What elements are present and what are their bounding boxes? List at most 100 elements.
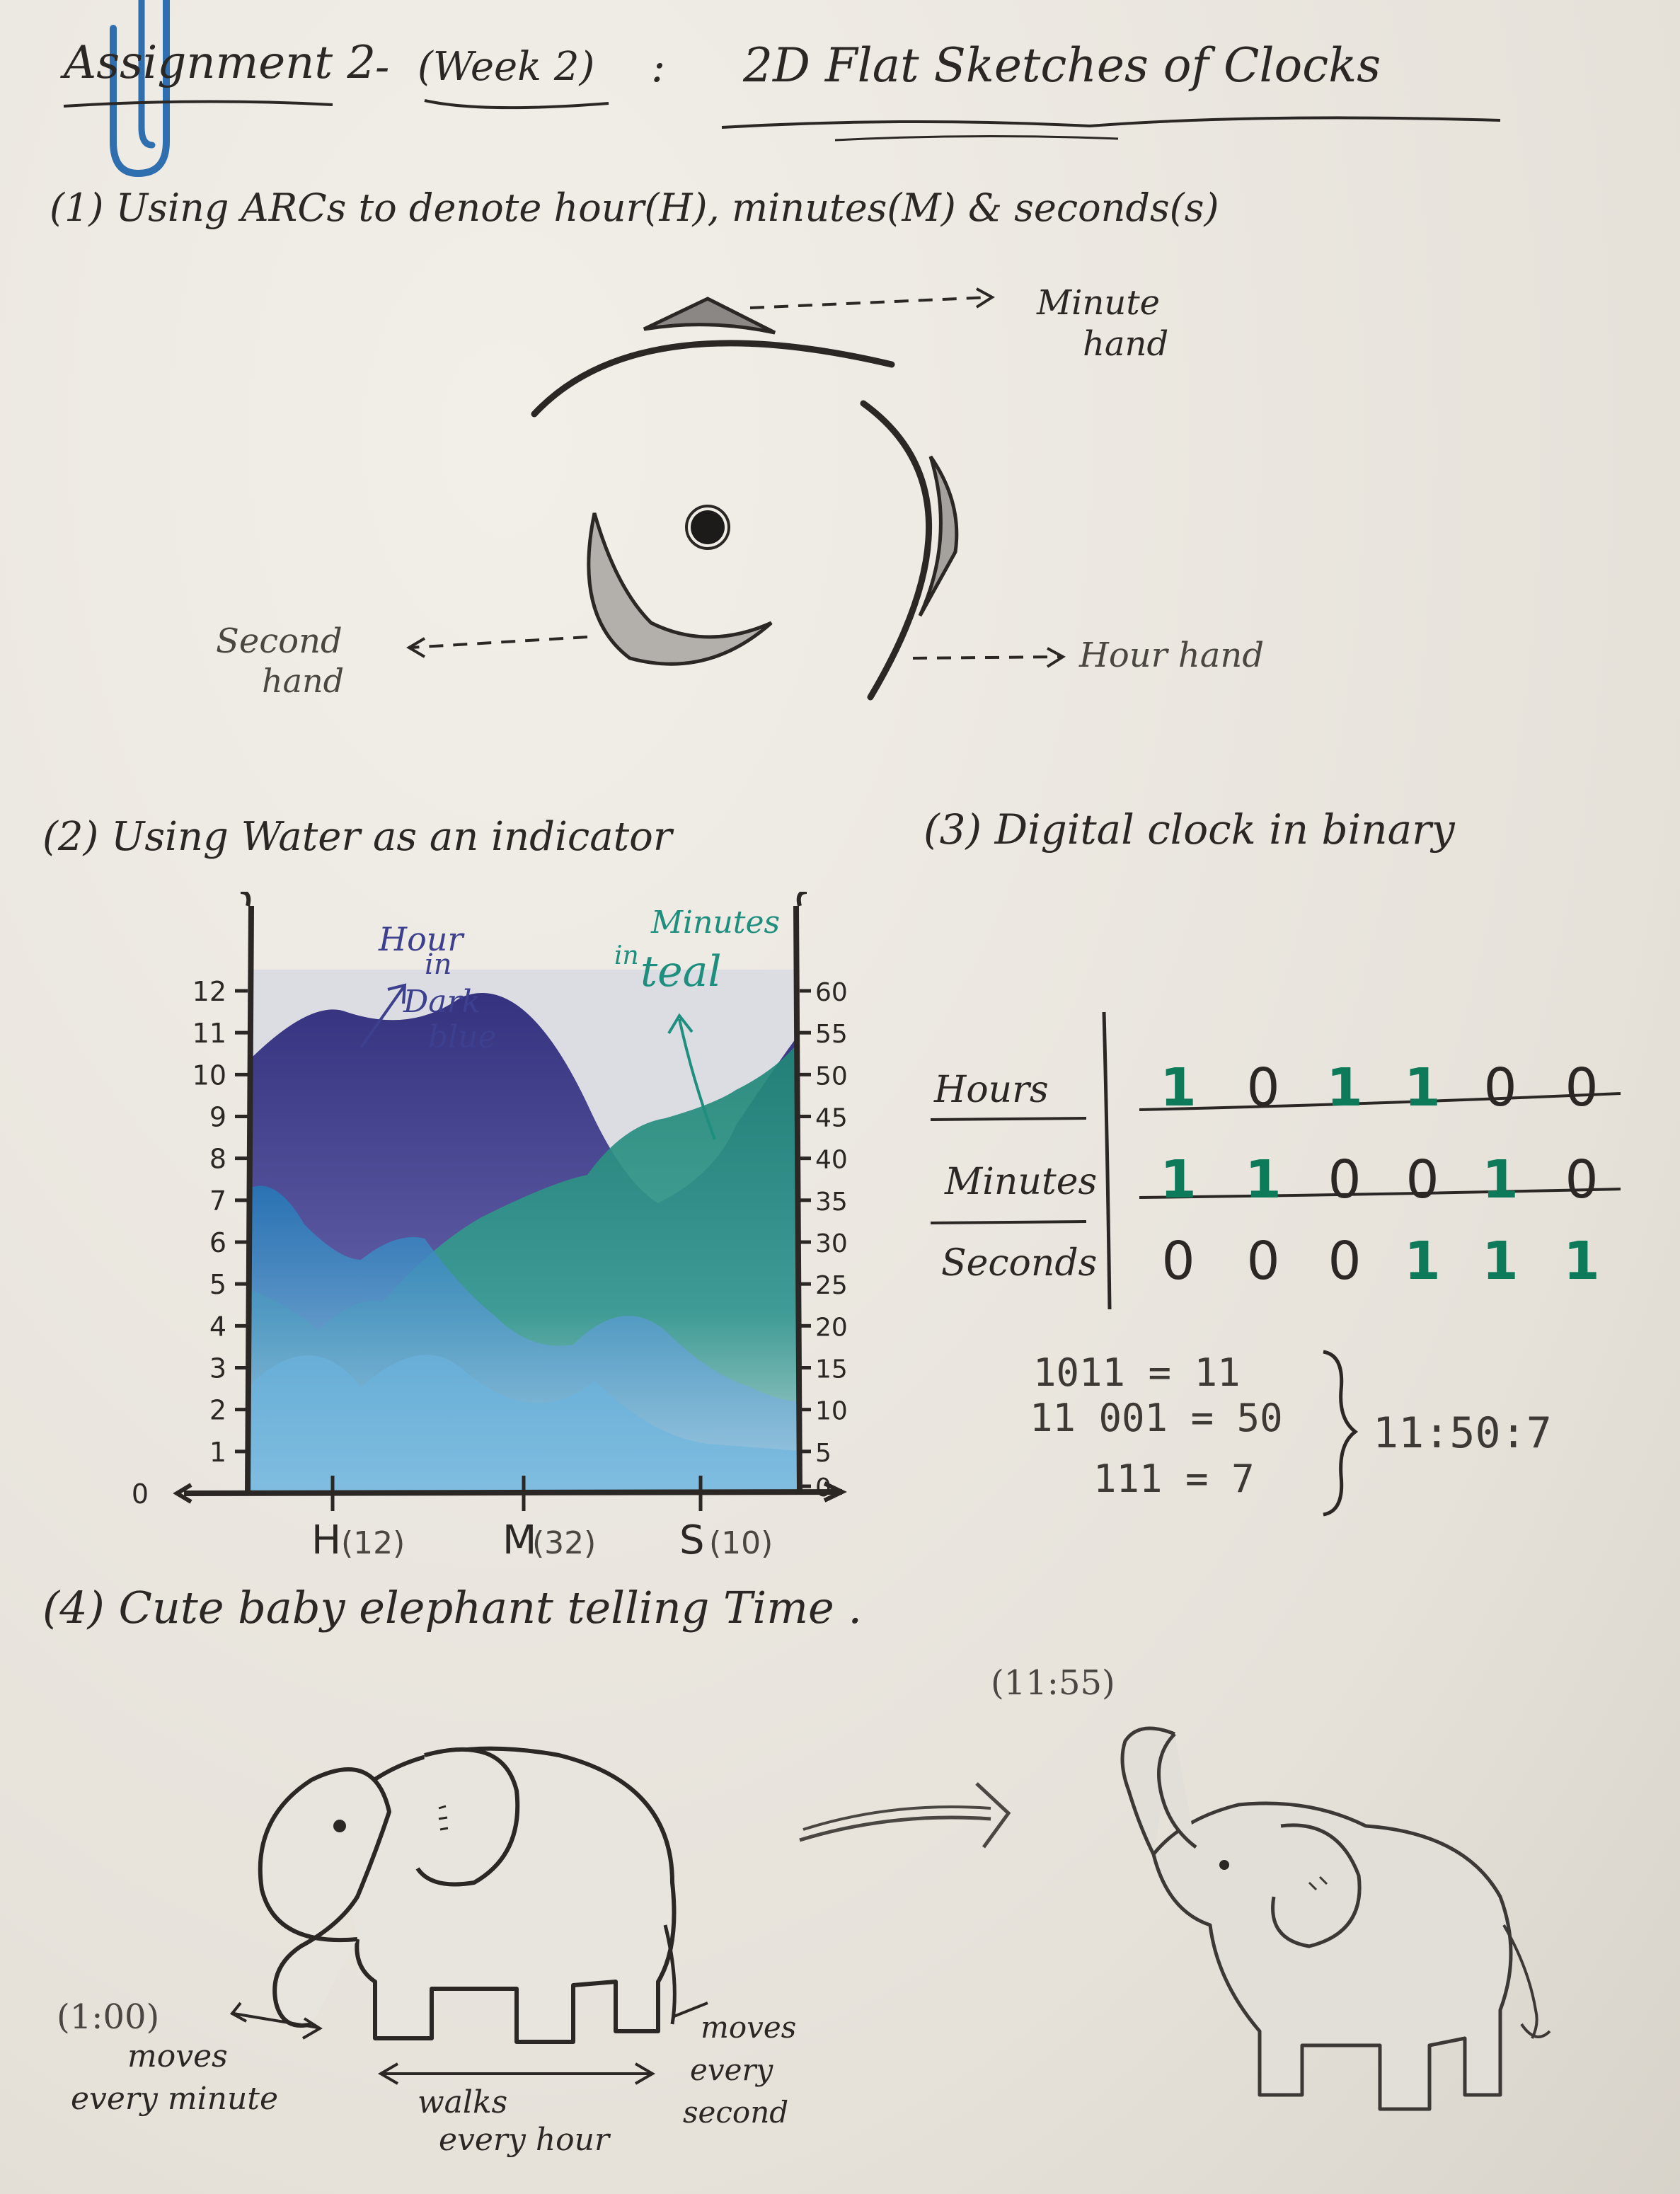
elephant-walking-sketch [258,1746,677,2044]
hour-note-4: blue [428,1019,497,1055]
section-3-heading: (3) Digital clock in binary [924,805,1455,854]
x-axis-value-label: (10) [709,1525,773,1561]
binary-digit: 1 [1326,1057,1363,1118]
binary-digit: 1 [1404,1057,1441,1118]
x-axis-category-label: S [679,1517,705,1563]
right-axis-tick-label: 55 [815,1020,848,1049]
hour-note-3: Dark [403,984,481,1020]
transition-arrow-icon [799,1782,1011,1849]
time-label-right: (11:55) [991,1663,1115,1703]
binary-digit: 0 [1161,1231,1195,1292]
binary-digit: 1 [1160,1149,1197,1210]
right-axis-tick-label: 35 [815,1188,848,1217]
right-axis-tick-label: 40 [815,1146,848,1175]
hour-note-2: in [425,948,452,981]
hour-note-1: Hour [379,920,464,958]
left-axis-tick-label: 9 [209,1102,226,1133]
second-hand-arc [587,512,773,666]
binary-result-time: 11:50:7 [1373,1408,1552,1458]
x-axis-ticks: H (12) M(32) S (10) [311,1476,773,1563]
right-axis-tick-label: 10 [815,1397,848,1426]
binary-row-label: Hours [934,1069,1049,1111]
left-axis-tick-label: 5 [209,1269,226,1300]
binary-digit: 1 [1160,1057,1197,1118]
x-axis-category-label: M [502,1517,536,1563]
left-axis-tick-label: 6 [209,1227,226,1258]
equation-brace [1323,1350,1359,1517]
binary-digit: 1 [1404,1231,1441,1292]
x-axis-category-label: H [311,1517,341,1563]
walk-note-1: walks [418,2084,508,2120]
tail-note-3: second [683,2095,789,2130]
right-axis-tick-label: 25 [815,1271,848,1300]
right-axis-tick-label: 60 [815,978,848,1007]
binary-digit: 0 [1565,1149,1599,1210]
binary-grid [930,1011,1621,1310]
week-label: (Week 2) [418,44,595,90]
binary-digit: 0 [1328,1231,1362,1292]
binary-digit: 0 [1328,1149,1362,1210]
header-dash: - [375,42,390,92]
hour-hand-arc [860,400,933,701]
binary-digit: 0 [1405,1149,1439,1210]
minute-hand-label-1: Minute [1037,283,1161,323]
time-label-left: (1:00) [57,1997,160,2037]
binary-equation-minutes: 11 001 = 50 [1030,1396,1283,1440]
hour-hand-label: Hour hand [1079,636,1265,675]
binary-row-label: Seconds [941,1242,1098,1285]
minute-note-3: teal [640,947,722,997]
left-axis-tick-label: 7 [209,1185,226,1217]
page-title: 2D Flat Sketches of Clocks [743,38,1381,93]
left-axis-tick-label: 1 [209,1437,226,1468]
left-axis-tick-label: 12 [192,976,226,1007]
elephant-motion-arrows [229,2001,708,2085]
binary-equation-hours: 1011 = 11 [1033,1350,1241,1395]
left-axis-tick-label: 3 [209,1353,226,1384]
assignment-label: Assignment 2 [64,37,376,89]
right-axis-tick-label: 20 [815,1313,848,1342]
hour-hand-arrow [912,647,1066,668]
trunk-note-1: moves [127,2038,228,2074]
binary-digit: 1 [1482,1231,1519,1292]
walk-note-2: every hour [439,2122,610,2158]
binary-equation-seconds: 111 = 7 [1093,1457,1255,1501]
left-axis-tick-label: 0 [132,1478,149,1510]
x-axis-value-label: (12) [341,1525,405,1561]
binary-digit: 0 [1483,1057,1517,1118]
clock-center [691,510,725,544]
right-axis-tick-label: 15 [815,1355,848,1384]
right-axis-tick-label: 5 [815,1439,832,1468]
left-axis-tick-label: 4 [209,1311,226,1342]
minute-hand-arc [531,340,895,418]
right-axis-ticks: 0 5 10 15 20 25 30 35 40 45 50 55 60 [800,978,848,1503]
header-colon: : [651,42,666,92]
arc-clock-sketch [531,297,959,701]
minute-hand-label-2: hand [1083,324,1169,364]
binary-digit: 1 [1563,1231,1600,1292]
binary-digit: 0 [1246,1231,1280,1292]
section-1-arrows [406,287,995,658]
binary-digit: 1 [1482,1149,1519,1210]
left-axis-tick-label: 11 [192,1018,226,1049]
minute-note-2: in [614,941,639,970]
binary-digit: 0 [1565,1057,1599,1118]
left-axis-tick-label: 10 [192,1059,226,1091]
right-axis-tick-label: 30 [815,1229,848,1258]
tail-note-1: moves [701,2010,797,2045]
paper-clip-icon [110,0,170,178]
right-axis-tick-label: 45 [815,1104,848,1133]
binary-digit: 1 [1245,1149,1282,1210]
section-1-heading: (1) Using ARCs to denote hour(H), minute… [50,185,1219,230]
second-hand-label-1: Second [216,621,343,661]
second-hand-label-2: hand [262,662,345,700]
title-underline [63,99,1501,142]
chart-note-arrows [359,983,716,1140]
minute-note-1: Minutes [651,904,781,941]
section-2-heading: (2) Using Water as an indicator [42,814,672,860]
left-axis-tick-label: 2 [209,1395,226,1426]
section-4-heading: (4) Cute baby elephant telling Time . [42,1582,863,1633]
binary-row-label: Minutes [945,1161,1098,1203]
